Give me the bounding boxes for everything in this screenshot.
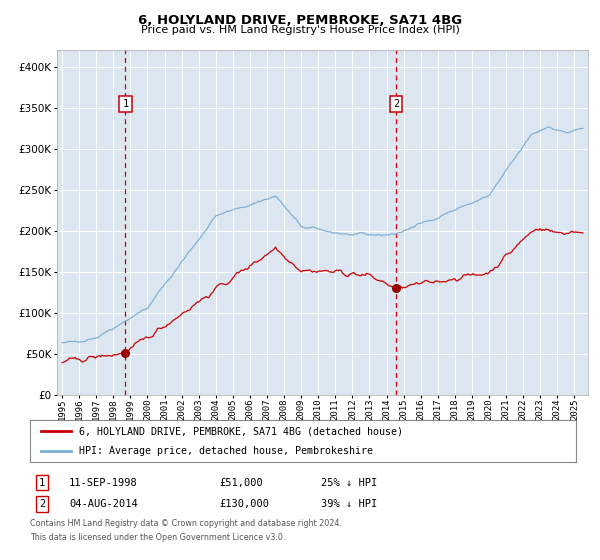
Text: 2: 2 <box>39 499 45 509</box>
Text: 11-SEP-1998: 11-SEP-1998 <box>69 478 138 488</box>
Text: Price paid vs. HM Land Registry's House Price Index (HPI): Price paid vs. HM Land Registry's House … <box>140 25 460 35</box>
Text: £130,000: £130,000 <box>219 499 269 509</box>
Text: £51,000: £51,000 <box>219 478 263 488</box>
Text: 04-AUG-2014: 04-AUG-2014 <box>69 499 138 509</box>
Text: 6, HOLYLAND DRIVE, PEMBROKE, SA71 4BG (detached house): 6, HOLYLAND DRIVE, PEMBROKE, SA71 4BG (d… <box>79 426 403 436</box>
Text: 25% ↓ HPI: 25% ↓ HPI <box>321 478 377 488</box>
Text: 1: 1 <box>122 99 128 109</box>
Text: 2: 2 <box>394 99 400 109</box>
Text: Contains HM Land Registry data © Crown copyright and database right 2024.: Contains HM Land Registry data © Crown c… <box>30 519 342 528</box>
Text: 6, HOLYLAND DRIVE, PEMBROKE, SA71 4BG: 6, HOLYLAND DRIVE, PEMBROKE, SA71 4BG <box>138 14 462 27</box>
Text: 39% ↓ HPI: 39% ↓ HPI <box>321 499 377 509</box>
Text: HPI: Average price, detached house, Pembrokeshire: HPI: Average price, detached house, Pemb… <box>79 446 373 456</box>
Text: 1: 1 <box>39 478 45 488</box>
Text: This data is licensed under the Open Government Licence v3.0.: This data is licensed under the Open Gov… <box>30 533 286 542</box>
